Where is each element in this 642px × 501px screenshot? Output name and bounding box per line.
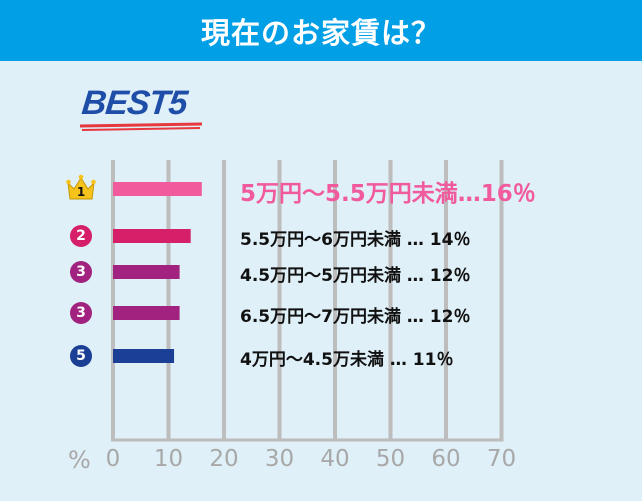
bar-rank-4 [113,306,180,320]
rank-badge-5: 5 [70,345,92,367]
bar-label-rank-2: 5.5万円～6万円未満 … 14％ [240,230,471,250]
bar-label-rank-5: 4万円～4.5万未満 … 11％ [240,350,454,370]
rank-badge-2: 2 [70,225,92,247]
x-tick-label-50: 50 [375,446,406,472]
bar-label-rank-1: 5万円～5.5万円未満…16％ [240,181,536,207]
x-tick-label-70: 70 [486,446,517,472]
bar-rank-2 [113,229,191,243]
x-tick-label-0: 0 [105,446,121,472]
page-title: 現在のお家賃は？ [0,0,642,61]
bar-rank-1 [113,182,202,196]
rank-badge-4: 3 [70,302,92,324]
crown-icon: 1 [66,174,96,200]
bar-label-rank-4: 6.5万円～7万円未満 … 12％ [240,307,471,327]
x-tick-label-30: 30 [264,446,295,472]
x-tick-label-20: 20 [209,446,239,472]
rank-badge-3: 3 [70,261,92,283]
bar-label-rank-3: 4.5万円～5万円未満 … 12％ [240,266,471,286]
bar-rank-5 [113,349,175,363]
x-tick-label-40: 40 [320,446,350,472]
x-axis-unit: % [68,446,91,474]
x-tick-label-10: 10 [153,446,184,472]
x-tick-label-60: 60 [431,446,461,472]
svg-text:1: 1 [77,185,85,199]
best5-underline [79,122,203,131]
bar-rank-3 [113,265,180,279]
